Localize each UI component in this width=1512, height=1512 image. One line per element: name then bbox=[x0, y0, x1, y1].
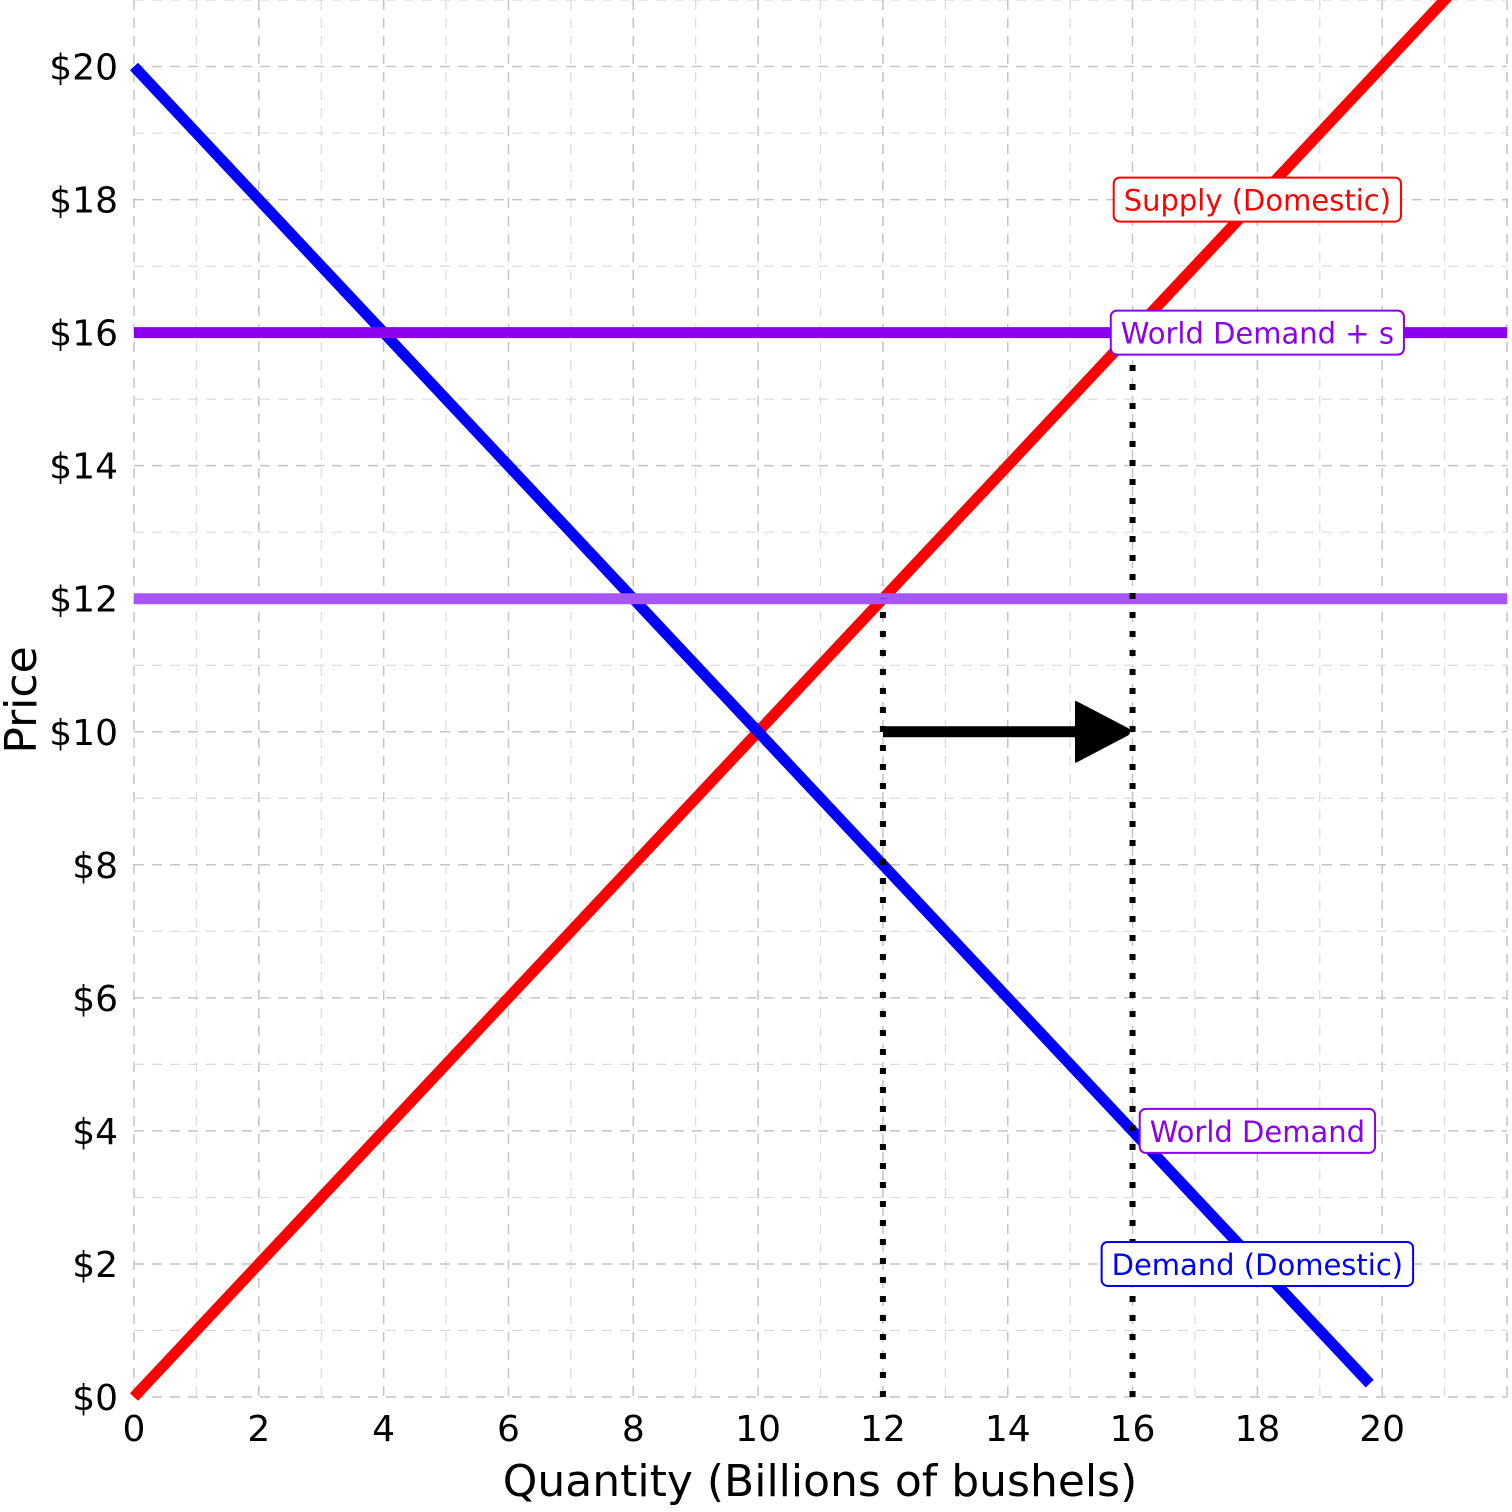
x-axis-title: Quantity (Billions of bushels) bbox=[503, 1456, 1138, 1507]
y-tick-label: $4 bbox=[72, 1112, 118, 1153]
series-label: World Demand + s bbox=[1109, 309, 1405, 356]
y-tick-label: $0 bbox=[72, 1378, 118, 1419]
series-label: Demand (Domestic) bbox=[1100, 1240, 1415, 1287]
x-tick-label: 0 bbox=[123, 1409, 146, 1450]
y-tick-label: $10 bbox=[49, 713, 118, 754]
series-label: Supply (Domestic) bbox=[1112, 176, 1403, 223]
x-tick-label: 2 bbox=[247, 1409, 270, 1450]
axis-ticks: 0 2 4 6 8 10 12 14 16 18 20 $0 $2 $4 $6 $8 $10 $12 $14 $16 $… bbox=[49, 48, 1405, 1450]
y-tick-label: $16 bbox=[49, 314, 118, 355]
y-tick-label: $18 bbox=[49, 181, 118, 222]
series-label-box bbox=[1109, 309, 1405, 356]
x-tick-label: 6 bbox=[497, 1409, 520, 1450]
series-label-text: Demand (Domestic) bbox=[1112, 1248, 1403, 1282]
y-tick-label: $2 bbox=[72, 1245, 118, 1286]
series-line-demand-domestic bbox=[129, 62, 1374, 1388]
x-tick-label: 18 bbox=[1234, 1409, 1280, 1450]
y-tick-label: $8 bbox=[72, 846, 118, 887]
series-labels: Supply (Domestic) World Demand + s World D… bbox=[1100, 176, 1415, 1287]
y-tick-label: $20 bbox=[49, 48, 118, 89]
series-label-text: World Demand + s bbox=[1121, 317, 1394, 351]
y-axis-title: Price bbox=[0, 646, 47, 753]
x-tick-label: 10 bbox=[735, 1409, 781, 1450]
x-tick-label: 16 bbox=[1110, 1409, 1156, 1450]
series-label-box bbox=[1138, 1107, 1377, 1154]
series-label: World Demand bbox=[1138, 1107, 1377, 1154]
series-label-box bbox=[1112, 176, 1403, 223]
x-tick-label: 20 bbox=[1359, 1409, 1405, 1450]
x-tick-label: 12 bbox=[860, 1409, 906, 1450]
series-label-text: World Demand bbox=[1150, 1115, 1365, 1149]
y-tick-label: $14 bbox=[49, 447, 118, 488]
y-tick-label: $6 bbox=[72, 979, 118, 1020]
x-tick-label: 8 bbox=[622, 1409, 645, 1450]
y-tick-label: $12 bbox=[49, 580, 118, 621]
series-label-text: Supply (Domestic) bbox=[1124, 184, 1391, 218]
series-label-box bbox=[1100, 1240, 1415, 1287]
x-tick-label: 4 bbox=[372, 1409, 395, 1450]
x-tick-label: 14 bbox=[985, 1409, 1031, 1450]
